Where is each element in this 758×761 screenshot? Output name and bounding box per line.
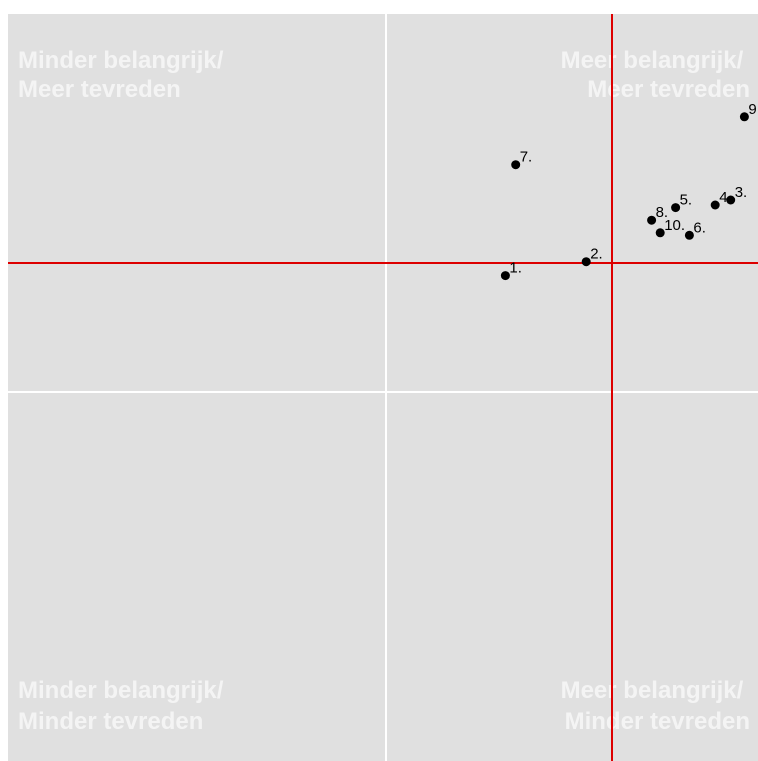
point-label: 6. [693,219,706,236]
quadrant-label-top-left: Minder belangrijk/ Meer tevreden [18,47,230,103]
point-marker [647,215,657,225]
quadrant-label-line: Minder belangrijk/ [18,47,224,74]
point-marker [710,200,720,210]
quadrant-label-line: Meer belangrijk/ [561,677,744,704]
quadrant-label-top-right: Meer belangrijk/ Meer tevreden [561,47,750,103]
data-point: 6. [684,219,706,240]
point-label: 8. [656,204,669,221]
quadrant-label-bottom-left: Minder belangrijk/ Minder tevreden [18,677,230,735]
quadrant-label-line: Meer belangrijk/ [561,47,744,74]
point-label: 4. [719,189,732,206]
point-label: 10. [664,217,685,234]
data-point: 10. [655,217,685,238]
point-marker [511,160,521,170]
quadrant-label-line: Meer tevreden [587,76,750,103]
point-label: 3. [735,184,748,201]
point-marker [500,271,510,281]
data-point: 5. [671,192,692,213]
point-marker [671,203,681,213]
data-point: 4. [710,189,732,210]
plot-panel [8,14,758,761]
point-label: 5. [680,192,693,209]
point-marker [655,228,665,238]
point-label: 7. [520,149,533,166]
point-label: 1. [509,260,522,277]
data-point: 7. [511,149,532,170]
data-point: 3. [726,184,747,205]
point-marker [684,230,694,240]
points-layer: 1. 2. 3.4. 5.6. 7. 8. 9. 10. [500,101,758,281]
data-point: 1. [500,260,522,281]
quadrant-label-line: Minder tevreden [565,708,750,735]
point-marker [726,195,736,205]
quadrant-label-line: Minder tevreden [18,708,203,735]
point-marker [739,112,749,122]
data-point: 2. [581,246,603,267]
quadrant-label-line: Minder belangrijk/ [18,677,224,704]
quadrant-label-line: Meer tevreden [18,76,181,103]
data-point: 9. [739,101,758,122]
data-point: 8. [647,204,668,225]
point-marker [581,257,591,267]
point-label: 9. [748,101,758,118]
point-label: 2. [590,246,603,263]
quadrant-label-bottom-right: Meer belangrijk/ Minder tevreden [561,677,750,735]
